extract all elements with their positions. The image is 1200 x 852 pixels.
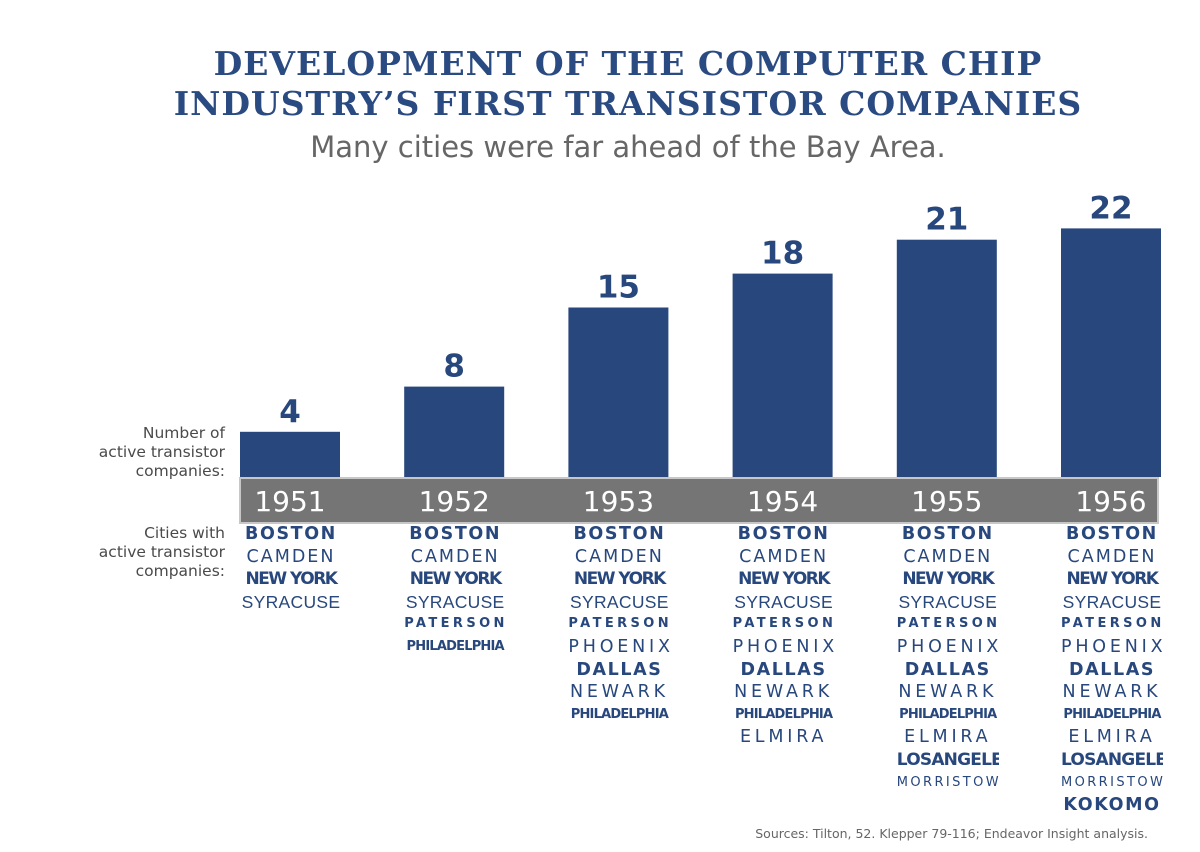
- city-item: NEW YORK: [1066, 569, 1159, 590]
- city-item: BOSTON: [737, 524, 830, 544]
- year-label-1953: 1953: [583, 485, 654, 518]
- city-item: CAMDEN: [410, 546, 500, 567]
- y-axis-label-line-3: companies:: [135, 462, 225, 480]
- city-item: SYRACUSE: [570, 591, 669, 612]
- city-item: ELMIRA: [739, 727, 828, 748]
- city-item: PHILADELPHIA: [406, 638, 505, 654]
- city-item: DALLAS: [740, 659, 827, 680]
- city-item: DALLAS: [576, 659, 663, 680]
- y-axis-label-line-1: Number of: [142, 424, 225, 442]
- city-item: CAMDEN: [903, 546, 993, 567]
- y-axis-label-line-2: active transistor: [98, 443, 225, 461]
- city-item: LOSANGELES: [896, 749, 999, 770]
- city-item: LOSANGELES: [1061, 749, 1163, 770]
- city-item: PATERSON: [568, 616, 671, 632]
- year-label-1952: 1952: [419, 485, 490, 518]
- bar-chart: 4 1951 8 1952 15 1953 18 1954 21 1955 22 1956: [239, 190, 1161, 524]
- data-label-1951: 4: [279, 394, 301, 430]
- bar-1954: [732, 273, 833, 477]
- city-item: PHILADELPHIA: [899, 706, 997, 722]
- city-item: MORRISTOWN: [1061, 774, 1163, 790]
- cities-label-line-3: companies:: [135, 562, 225, 580]
- city-item: ELMIRA: [904, 727, 992, 748]
- city-item: NEW YORK: [573, 569, 666, 590]
- city-list-1953: BOSTON CAMDEN NEW YORK SYRACUSE PATERSON PHOE…: [568, 523, 670, 726]
- bar-1955: [896, 239, 997, 477]
- city-item: CAMDEN: [574, 546, 664, 567]
- city-item: ELMIRA: [1068, 727, 1156, 748]
- bar-1953: [568, 307, 669, 477]
- city-item: PATERSON: [1061, 616, 1163, 632]
- city-item: PHILADELPHIA: [570, 706, 669, 722]
- city-item: PHILADELPHIA: [1063, 706, 1161, 722]
- data-label-1952: 8: [443, 349, 465, 385]
- city-item: SYRACUSE: [1062, 591, 1162, 612]
- source-note: Sources: Tilton, 52. Klepper 79-116; End…: [755, 826, 1148, 841]
- city-item: BOSTON: [1066, 524, 1158, 544]
- cities-label-line-2: active transistor: [98, 543, 225, 561]
- city-item: NEWARK: [569, 682, 669, 703]
- city-item: PHOENIX: [896, 636, 999, 657]
- city-item: PHILADELPHIA: [734, 706, 833, 722]
- year-label-1955: 1955: [911, 485, 982, 518]
- city-item: NEW YORK: [245, 569, 338, 590]
- city-item: PATERSON: [404, 616, 507, 632]
- y-axis-label: Number of active transistor companies:: [60, 424, 225, 481]
- city-item: BOSTON: [409, 524, 502, 544]
- chart-title-line-2: INDUSTRY’S FIRST TRANSISTOR COMPANIES: [173, 84, 1083, 123]
- city-item: BOSTON: [901, 524, 994, 544]
- city-list-1952: BOSTON CAMDEN NEW YORK SYRACUSE PATERSON PHIL…: [404, 523, 506, 659]
- bar-1951: [240, 431, 340, 477]
- city-item: NEWARK: [734, 682, 834, 703]
- year-label-1951: 1951: [254, 485, 325, 518]
- chart-subtitle: Many cities were far ahead of the Bay Ar…: [310, 130, 946, 164]
- city-item: DALLAS: [904, 659, 991, 680]
- city-list-1955: BOSTON CAMDEN NEW YORK SYRACUSE PATERSON PHOE…: [897, 523, 999, 794]
- city-item: NEW YORK: [409, 569, 502, 590]
- city-item: PATERSON: [896, 616, 999, 632]
- city-item: CAMDEN: [246, 546, 336, 567]
- city-item: DALLAS: [1068, 659, 1156, 680]
- city-item: PHOENIX: [732, 636, 835, 657]
- city-item: CAMDEN: [739, 546, 829, 567]
- city-item: NEWARK: [1062, 682, 1162, 703]
- city-item: SYRACUSE: [734, 591, 833, 612]
- cities-label: Cities with active transistor companies:: [60, 524, 225, 581]
- bar-1952: [404, 386, 505, 477]
- city-item: SYRACUSE: [241, 591, 341, 612]
- city-item: NEW YORK: [902, 569, 994, 590]
- data-label-1954: 18: [761, 236, 804, 272]
- city-item: PHOENIX: [1061, 636, 1163, 657]
- chart-title-line-1: DEVELOPMENT OF THE COMPUTER CHIP: [213, 44, 1043, 83]
- data-label-1953: 15: [597, 270, 640, 306]
- city-item: PATERSON: [732, 616, 835, 632]
- city-list-1951: BOSTON CAMDEN NEW YORK SYRACUSE: [240, 523, 342, 613]
- cities-label-line-1: Cities with: [144, 524, 225, 542]
- bar-1956: [1061, 228, 1161, 477]
- city-item: SYRACUSE: [898, 591, 998, 612]
- city-item: BOSTON: [245, 524, 337, 544]
- city-item: NEW YORK: [738, 569, 830, 590]
- year-label-1954: 1954: [747, 485, 818, 518]
- city-item: KOKOMO: [1063, 795, 1161, 816]
- year-band: [239, 477, 1159, 524]
- city-item: MORRISTOWN: [896, 774, 999, 790]
- city-list-1956: BOSTON CAMDEN NEW YORK SYRACUSE PATERSON PHOE…: [1061, 523, 1163, 817]
- data-label-1956: 22: [1089, 190, 1132, 226]
- city-item: SYRACUSE: [405, 591, 505, 612]
- city-item: PHOENIX: [568, 636, 671, 657]
- city-list-1954: BOSTON CAMDEN NEW YORK SYRACUSE PATERSON PHOE…: [733, 523, 835, 749]
- city-item: BOSTON: [573, 524, 666, 544]
- year-label-1956: 1956: [1075, 485, 1146, 518]
- city-item: CAMDEN: [1067, 546, 1157, 567]
- city-item: NEWARK: [898, 682, 998, 703]
- data-label-1955: 21: [925, 202, 968, 238]
